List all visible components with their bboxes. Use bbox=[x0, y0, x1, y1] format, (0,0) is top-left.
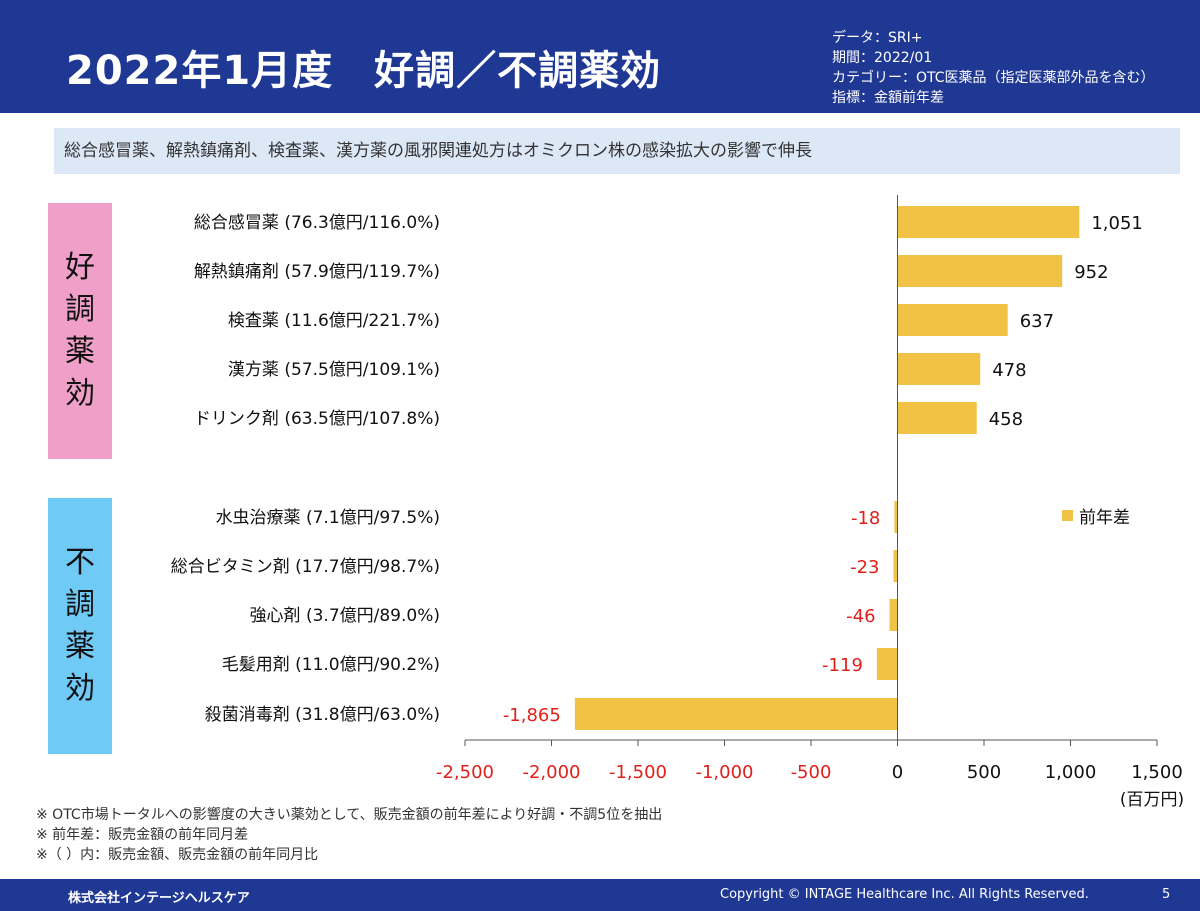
bar bbox=[897, 255, 1063, 287]
bad-label-char: 不 bbox=[65, 545, 95, 580]
data-label: 1,051 bbox=[1091, 213, 1143, 234]
bar bbox=[574, 698, 898, 730]
x-tick-label: 1,000 bbox=[1045, 762, 1097, 783]
category-label: 総合ビタミン剤 (17.7億円/98.7%) bbox=[171, 557, 440, 577]
bar bbox=[889, 599, 898, 631]
bar bbox=[894, 501, 898, 533]
x-tick-label: -2,500 bbox=[436, 762, 494, 783]
x-tick-label: -1,500 bbox=[609, 762, 667, 783]
category-label: 総合感冒薬 (76.3億円/116.0%) bbox=[194, 213, 440, 233]
good-group-label: 好 調 薬 効 bbox=[48, 203, 112, 459]
footnote: ※（ ）内：販売金額、販売金額の前年同月比 bbox=[36, 847, 319, 863]
page-title: 2022年1月度 好調／不調薬効 bbox=[66, 48, 662, 94]
x-tick-label: 500 bbox=[967, 762, 1001, 783]
footnote: ※ OTC市場トータルへの影響度の大きい薬効として、販売金額の前年差により好調・… bbox=[36, 807, 663, 823]
footer-company: 株式会社インテージヘルスケア bbox=[68, 891, 250, 906]
data-label: 637 bbox=[1020, 311, 1054, 332]
meta-period: 期間：2022/01 bbox=[832, 50, 933, 66]
x-axis-unit: (百万円) bbox=[1120, 790, 1184, 810]
category-label: 漢方薬 (57.5億円/109.1%) bbox=[228, 360, 440, 380]
category-label: 解熱鎮痛剤 (57.9億円/119.7%) bbox=[194, 262, 440, 282]
good-label-char: 効 bbox=[65, 376, 95, 411]
bar bbox=[893, 550, 898, 582]
summary-text: 総合感冒薬、解熱鎮痛剤、検査薬、漢方薬の風邪関連処方はオミクロン株の感染拡大の影… bbox=[64, 141, 812, 161]
data-label: -119 bbox=[822, 655, 863, 676]
footer-copyright: Copyright © INTAGE Healthcare Inc. All R… bbox=[720, 887, 1089, 902]
page-number: 5 bbox=[1162, 887, 1171, 902]
data-label: 458 bbox=[989, 409, 1023, 430]
summary-box: 総合感冒薬、解熱鎮痛剤、検査薬、漢方薬の風邪関連処方はオミクロン株の感染拡大の影… bbox=[54, 128, 1180, 174]
category-label: 毛髪用剤 (11.0億円/90.2%) bbox=[222, 655, 440, 675]
header-bar: 2022年1月度 好調／不調薬効 データ：SRI+ 期間：2022/01 カテゴ… bbox=[0, 0, 1200, 113]
bad-label-char: 薬 bbox=[65, 629, 95, 664]
data-label: -1,865 bbox=[503, 705, 561, 726]
data-label: 952 bbox=[1074, 262, 1108, 283]
bar bbox=[876, 648, 898, 680]
data-label: -18 bbox=[851, 508, 880, 529]
footer-bar: 株式会社インテージヘルスケア Copyright © INTAGE Health… bbox=[0, 879, 1200, 911]
legend-label: 前年差 bbox=[1079, 508, 1130, 528]
footnote: ※ 前年差：販売金額の前年同月差 bbox=[36, 827, 249, 843]
bad-group-label: 不 調 薬 効 bbox=[48, 498, 112, 754]
data-label: -46 bbox=[846, 606, 875, 627]
category-label: 強心剤 (3.7億円/89.0%) bbox=[250, 606, 440, 626]
category-label: 水虫治療薬 (7.1億円/97.5%) bbox=[216, 508, 440, 528]
x-tick-label: 1,500 bbox=[1131, 762, 1183, 783]
bad-label-char: 調 bbox=[65, 587, 95, 622]
x-tick-label: 0 bbox=[892, 762, 903, 783]
x-tick-label: -1,000 bbox=[695, 762, 753, 783]
bar bbox=[897, 206, 1080, 238]
legend-swatch bbox=[1062, 510, 1073, 521]
good-label-char: 調 bbox=[65, 292, 95, 327]
x-tick-label: -500 bbox=[791, 762, 832, 783]
bar bbox=[897, 353, 981, 385]
good-label-char: 薬 bbox=[65, 334, 95, 369]
category-label: 検査薬 (11.6億円/221.7%) bbox=[228, 311, 440, 331]
bar bbox=[897, 402, 977, 434]
data-label: -23 bbox=[850, 557, 879, 578]
data-label: 478 bbox=[992, 360, 1026, 381]
bar bbox=[897, 304, 1008, 336]
good-label-char: 好 bbox=[65, 250, 95, 285]
meta-metric: 指標：金額前年差 bbox=[832, 90, 944, 106]
meta-info: データ：SRI+ 期間：2022/01 カテゴリー：OTC医薬品（指定医薬部外品… bbox=[832, 28, 1155, 108]
category-label: 殺菌消毒剤 (31.8億円/63.0%) bbox=[205, 705, 440, 725]
chart-legend: 前年差 bbox=[1062, 503, 1130, 528]
category-label: ドリンク剤 (63.5億円/107.8%) bbox=[194, 409, 440, 429]
meta-category: カテゴリー：OTC医薬品（指定医薬部外品を含む） bbox=[832, 70, 1155, 86]
bad-label-char: 効 bbox=[65, 671, 95, 706]
footnotes: ※ OTC市場トータルへの影響度の大きい薬効として、販売金額の前年差により好調・… bbox=[36, 805, 662, 865]
x-tick-label: -2,000 bbox=[522, 762, 580, 783]
meta-data-source: データ：SRI+ bbox=[832, 30, 923, 46]
